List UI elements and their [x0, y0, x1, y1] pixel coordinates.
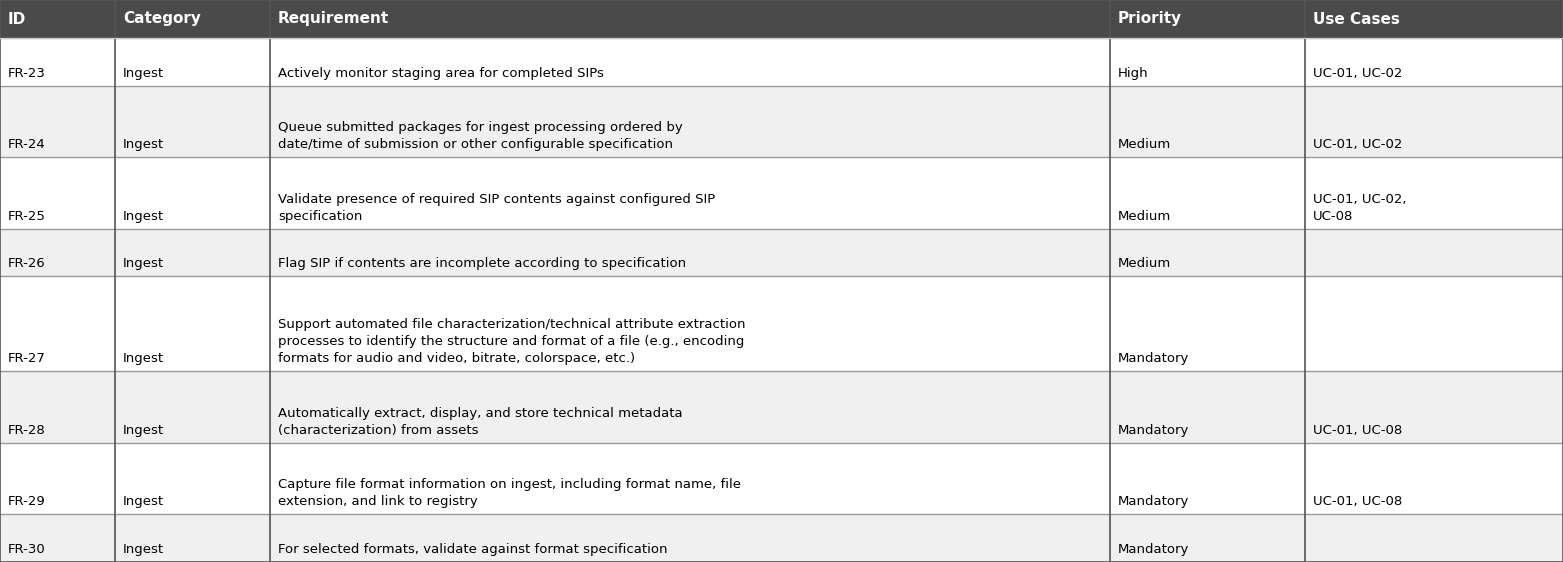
Text: Ingest: Ingest	[123, 543, 164, 556]
Text: FR-25: FR-25	[8, 210, 45, 223]
Bar	[0, 38, 1563, 85]
Bar	[0, 229, 1563, 276]
Text: Ingest: Ingest	[123, 257, 164, 270]
Text: UC-01, UC-02: UC-01, UC-02	[1313, 67, 1402, 80]
Text: Mandatory: Mandatory	[1118, 424, 1189, 437]
Bar	[0, 443, 1563, 514]
Text: High: High	[1118, 67, 1149, 80]
Text: UC-01, UC-08: UC-01, UC-08	[1313, 424, 1402, 437]
Text: Priority: Priority	[1118, 11, 1182, 26]
Text: FR-24: FR-24	[8, 138, 45, 151]
Text: Mandatory: Mandatory	[1118, 543, 1189, 556]
Text: Automatically extract, display, and store technical metadata
(characterization) : Automatically extract, display, and stor…	[278, 407, 683, 437]
Text: UC-01, UC-08: UC-01, UC-08	[1313, 495, 1402, 509]
Text: FR-30: FR-30	[8, 543, 45, 556]
Text: Medium: Medium	[1118, 257, 1171, 270]
Bar	[0, 85, 1563, 157]
Bar	[0, 514, 1563, 562]
Text: Queue submitted packages for ingest processing ordered by
date/time of submissio: Queue submitted packages for ingest proc…	[278, 121, 683, 151]
Text: Ingest: Ingest	[123, 138, 164, 151]
Text: Ingest: Ingest	[123, 495, 164, 509]
Text: Validate presence of required SIP contents against configured SIP
specification: Validate presence of required SIP conten…	[278, 193, 716, 223]
Text: Capture file format information on ingest, including format name, file
extension: Capture file format information on inges…	[278, 478, 741, 509]
Text: Actively monitor staging area for completed SIPs: Actively monitor staging area for comple…	[278, 67, 603, 80]
Text: Support automated file characterization/technical attribute extraction
processes: Support automated file characterization/…	[278, 319, 746, 365]
Text: Ingest: Ingest	[123, 352, 164, 365]
Text: Ingest: Ingest	[123, 210, 164, 223]
Text: Use Cases: Use Cases	[1313, 11, 1400, 26]
Text: Flag SIP if contents are incomplete according to specification: Flag SIP if contents are incomplete acco…	[278, 257, 686, 270]
Text: ID: ID	[8, 11, 27, 26]
Bar	[0, 157, 1563, 229]
Text: UC-01, UC-02,
UC-08: UC-01, UC-02, UC-08	[1313, 193, 1407, 223]
Text: Medium: Medium	[1118, 138, 1171, 151]
Text: Requirement: Requirement	[278, 11, 389, 26]
Text: UC-01, UC-02: UC-01, UC-02	[1313, 138, 1402, 151]
Bar	[0, 371, 1563, 443]
Text: For selected formats, validate against format specification: For selected formats, validate against f…	[278, 543, 667, 556]
Text: Medium: Medium	[1118, 210, 1171, 223]
Text: FR-26: FR-26	[8, 257, 45, 270]
Text: Mandatory: Mandatory	[1118, 352, 1189, 365]
Text: FR-29: FR-29	[8, 495, 45, 509]
Text: Mandatory: Mandatory	[1118, 495, 1189, 509]
Text: FR-28: FR-28	[8, 424, 45, 437]
Text: Ingest: Ingest	[123, 67, 164, 80]
Text: Ingest: Ingest	[123, 424, 164, 437]
Bar	[0, 0, 1563, 38]
Text: FR-23: FR-23	[8, 67, 45, 80]
Bar	[0, 276, 1563, 371]
Text: FR-27: FR-27	[8, 352, 45, 365]
Text: Category: Category	[123, 11, 202, 26]
